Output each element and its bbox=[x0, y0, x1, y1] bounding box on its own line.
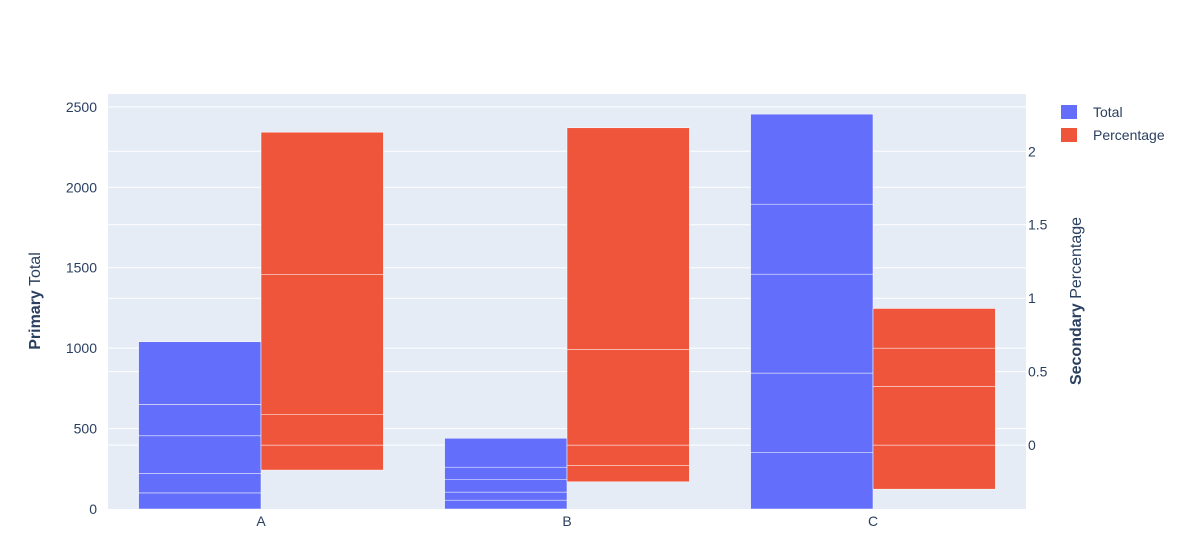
y-tick-label: 1500 bbox=[66, 260, 97, 276]
bar-percentage-a-segment-0[interactable] bbox=[260, 444, 384, 471]
bar-percentage-c-segment-0[interactable] bbox=[872, 444, 996, 490]
bar-total-c-segment-4[interactable] bbox=[750, 113, 874, 205]
y-tick-label: 0 bbox=[89, 501, 97, 517]
bar-percentage-c-segment-2[interactable] bbox=[872, 347, 996, 387]
bar-total-a-segment-2[interactable] bbox=[138, 435, 262, 474]
bar-percentage-c-segment-1[interactable] bbox=[872, 386, 996, 446]
bar-total-c-segment-2[interactable] bbox=[750, 273, 874, 374]
bar-percentage-b-segment-3[interactable] bbox=[566, 127, 690, 350]
y2-tick-label: 2 bbox=[1028, 143, 1036, 159]
y-tick-label: 1000 bbox=[66, 340, 97, 356]
bar-total-b-segment-2[interactable] bbox=[444, 478, 568, 493]
bar-percentage-b-segment-1[interactable] bbox=[566, 444, 690, 466]
bar-total-a-segment-0[interactable] bbox=[138, 492, 262, 510]
legend-label-total: Total bbox=[1093, 104, 1123, 120]
bar-percentage-c-segment-3[interactable] bbox=[872, 308, 996, 349]
legend-swatch-total bbox=[1061, 105, 1077, 119]
y2-axis-title: Secondary Percentage bbox=[1068, 217, 1085, 385]
bar-percentage-b-segment-0[interactable] bbox=[566, 465, 690, 483]
y2-tick-label: 0.5 bbox=[1028, 364, 1048, 380]
y-tick-label: 500 bbox=[74, 421, 98, 437]
y-tick-label: 2000 bbox=[66, 179, 97, 195]
bar-total-b-segment-3[interactable] bbox=[444, 466, 568, 480]
bar-total-a-segment-4[interactable] bbox=[138, 341, 262, 405]
bar-total-a-segment-3[interactable] bbox=[138, 404, 262, 437]
y-axis-title-rest: Total bbox=[27, 252, 44, 290]
bar-total-b-segment-1[interactable] bbox=[444, 491, 568, 501]
legend-item-percentage[interactable]: Percentage bbox=[1061, 127, 1165, 143]
x-tick-label: A bbox=[256, 513, 266, 529]
axes: 0 500 1000 1500 2000 2500 0 0.5 1 1.5 2 A B C bbox=[66, 99, 1048, 529]
y2-tick-label: 1 bbox=[1028, 290, 1036, 306]
bar-percentage-b-segment-2[interactable] bbox=[566, 349, 690, 446]
y-axis-title-bold: Primary bbox=[27, 290, 44, 350]
bar-total-b-segment-0[interactable] bbox=[444, 499, 568, 510]
y-tick-label: 2500 bbox=[66, 99, 97, 115]
bar-total-b-segment-4[interactable] bbox=[444, 437, 568, 468]
bar-percentage-a-segment-3[interactable] bbox=[260, 131, 384, 275]
y2-tick-label: 1.5 bbox=[1028, 217, 1048, 233]
y-axis-title: Primary Total bbox=[27, 252, 44, 350]
bars bbox=[138, 113, 996, 510]
bar-total-c-segment-1[interactable] bbox=[750, 372, 874, 453]
bar-total-c-segment-0[interactable] bbox=[750, 452, 874, 510]
y2-axis-title-rest: Percentage bbox=[1068, 217, 1085, 303]
bar-percentage-a-segment-2[interactable] bbox=[260, 274, 384, 415]
y2-axis-title-bold: Secondary bbox=[1068, 303, 1085, 385]
bar-total-a-segment-1[interactable] bbox=[138, 473, 262, 494]
bar-total-c-segment-3[interactable] bbox=[750, 203, 874, 275]
bar-percentage-a-segment-1[interactable] bbox=[260, 413, 384, 446]
y2-tick-label: 0 bbox=[1028, 437, 1036, 453]
legend: Total Percentage bbox=[1061, 104, 1165, 143]
legend-swatch-percentage bbox=[1061, 128, 1077, 142]
legend-label-percentage: Percentage bbox=[1093, 127, 1165, 143]
legend-item-total[interactable]: Total bbox=[1061, 104, 1123, 120]
x-tick-label: B bbox=[562, 513, 571, 529]
x-tick-label: C bbox=[868, 513, 878, 529]
